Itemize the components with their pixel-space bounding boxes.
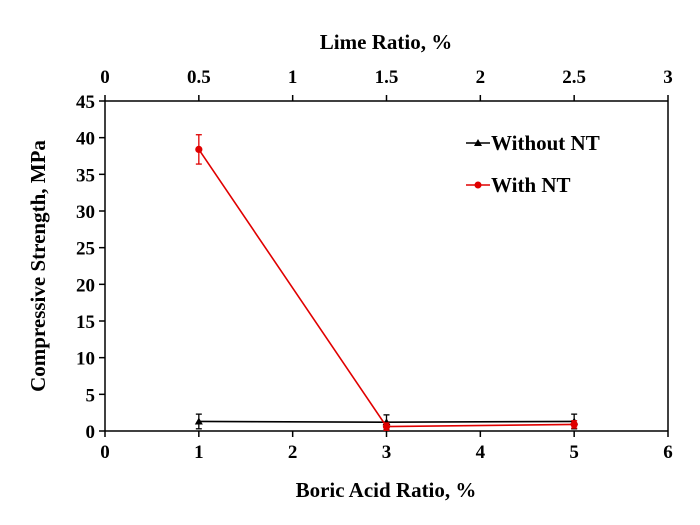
y-tick-label: 45 xyxy=(76,92,95,113)
y-tick-label: 0 xyxy=(86,422,96,443)
x-tick-label: 3 xyxy=(382,442,392,463)
y-tick-label: 10 xyxy=(76,349,95,370)
legend-label-without-nt: Without NT xyxy=(491,131,600,155)
y-tick-label: 15 xyxy=(76,312,95,333)
y-tick-label: 40 xyxy=(76,129,95,150)
top-tick-label: 0.5 xyxy=(187,67,211,88)
y-axis-title: Compressive Strength, MPa xyxy=(26,140,50,392)
x-axis-title: Boric Acid Ratio, % xyxy=(296,478,477,502)
top-tick-label: 2 xyxy=(476,67,486,88)
y-tick-label: 25 xyxy=(76,239,95,260)
y-tick-label: 5 xyxy=(86,385,96,406)
data-point-with-nt xyxy=(195,145,203,153)
top-axis-title: Lime Ratio, % xyxy=(320,30,452,54)
x-tick-label: 2 xyxy=(288,442,298,463)
top-tick-label: 1.5 xyxy=(375,67,399,88)
legend-label-with-nt: With NT xyxy=(491,173,571,197)
top-tick-label: 1 xyxy=(288,67,298,88)
y-tick-label: 20 xyxy=(76,275,95,296)
data-point-without-nt xyxy=(194,417,203,425)
x-tick-label: 6 xyxy=(663,442,673,463)
data-point-with-nt xyxy=(570,420,578,428)
top-tick-label: 0 xyxy=(100,67,110,88)
legend-marker-with-nt xyxy=(474,181,482,189)
top-tick-label: 2.5 xyxy=(562,67,586,88)
legend-marker-without-nt xyxy=(474,139,482,146)
x-tick-label: 0 xyxy=(100,442,110,463)
top-tick-label: 3 xyxy=(663,67,673,88)
legend: Without NT With NT xyxy=(466,131,600,197)
x-tick-label: 5 xyxy=(569,442,579,463)
x-tick-label: 1 xyxy=(194,442,204,463)
y-tick-label: 35 xyxy=(76,165,95,186)
data-point-with-nt xyxy=(382,423,391,431)
y-tick-label: 30 xyxy=(76,202,95,223)
x-tick-label: 4 xyxy=(476,442,486,463)
